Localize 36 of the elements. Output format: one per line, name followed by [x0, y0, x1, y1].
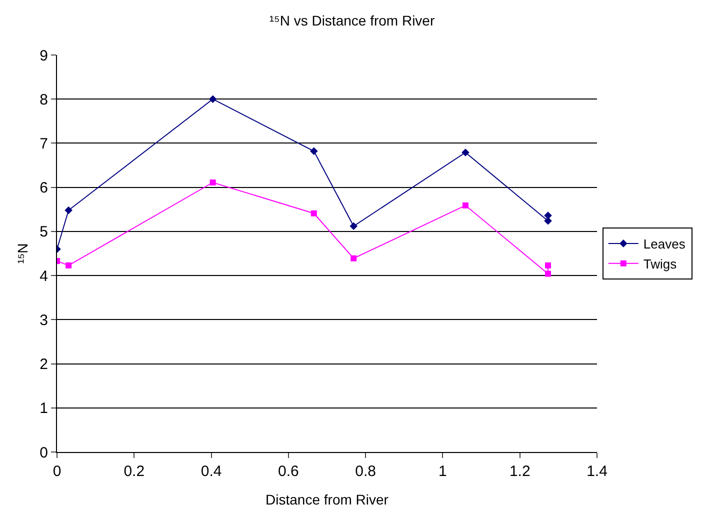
y-tick-label: 2: [40, 356, 48, 374]
y-tick-label: 5: [40, 224, 48, 241]
y-tick-label: 1: [40, 400, 48, 418]
chart-title: ¹⁵N vs Distance from River: [269, 12, 435, 28]
point: [462, 148, 470, 156]
x-tick-label: 0.4: [200, 463, 222, 480]
point: [310, 147, 318, 156]
legend-label: Twigs: [643, 256, 678, 272]
x-tick-label: 0.6: [278, 463, 299, 480]
y-tick-label: 9: [40, 47, 48, 64]
y-tick-label: 0: [40, 444, 48, 462]
point: [545, 262, 552, 268]
point: [310, 210, 317, 216]
point: [208, 95, 217, 104]
y-axis-title: ¹⁵N: [14, 243, 30, 264]
point: [544, 212, 552, 220]
point: [350, 222, 358, 230]
x-axis-title: Distance from River: [266, 491, 389, 508]
point: [462, 202, 468, 208]
point: [64, 206, 72, 214]
legend-label: Leaves: [643, 236, 686, 252]
x-tick-label: 0: [52, 463, 62, 480]
y-tick-label: 3: [40, 312, 48, 329]
point: [545, 270, 552, 277]
y-tick-label: 7: [40, 135, 48, 152]
point: [210, 179, 216, 186]
y-tick-label: 6: [40, 180, 48, 197]
x-tick-label: 1.2: [509, 463, 530, 480]
point: [350, 255, 357, 262]
y-tick-label: 4: [40, 268, 48, 285]
point: [66, 262, 72, 268]
x-tick-label: 0.8: [355, 463, 376, 480]
x-tick-label: 1: [438, 463, 447, 480]
x-tick-label: 0.2: [124, 463, 145, 480]
x-tick-label: 1.4: [586, 463, 608, 480]
y-tick-label: 8: [40, 91, 48, 108]
